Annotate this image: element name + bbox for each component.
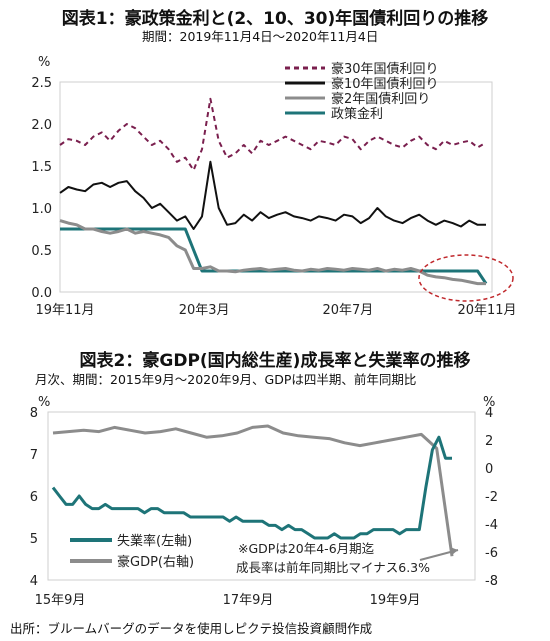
chart1-legend-label: 豪2年国債利回り [331, 91, 430, 107]
chart2-frame [47, 411, 476, 581]
chart1-y-tick: 1.5 [31, 160, 52, 175]
chart1-subtitle: 期間：2019年11月4日～2020年11月4日 [142, 29, 379, 44]
chart1-x-tick: 20年7月 [322, 303, 373, 318]
chart2-y-tick-right: 4 [485, 406, 493, 421]
chart1-x-tick: 19年11月 [35, 303, 94, 318]
chart2-title: 図表2：豪GDP(国内総生産)成長率と失業率の推移 [79, 351, 471, 371]
chart1-y-tick: 2.0 [31, 118, 52, 133]
chart2-annotation: 成長率は前年同期比マイナス6.3% [236, 560, 430, 575]
chart1-y-tick: 0.0 [31, 286, 52, 301]
source-note: 出所：ブルームバーグのデータを使用しピクテ投信投資顧問作成 [10, 621, 373, 636]
chart2-y-unit-right: % [483, 395, 495, 410]
chart2-y-tick-left: 6 [30, 490, 38, 505]
chart1-plot: % 0.0 0.5 1.0 1.5 2.0 2.5 19年11月 20年3月 20年7月 20年… [31, 55, 516, 318]
chart2-legend-label: 豪GDP(右軸) [117, 554, 194, 570]
chart1-y-unit: % [38, 55, 50, 70]
chart2-y-tick-left: 5 [30, 532, 38, 547]
chart2-y-unit-left: % [38, 395, 50, 410]
highlight-ellipse [418, 254, 514, 302]
chart2-annotation-arrowhead [450, 547, 458, 555]
chart2-y-tick-right: 0 [485, 462, 493, 477]
chart1-series-line [59, 219, 486, 286]
chart2-series-line [51, 435, 452, 540]
chart1-legend-label: 政策金利 [331, 106, 383, 122]
chart1-frame [59, 81, 493, 293]
chart2-series-line [52, 424, 454, 557]
chart1-x-tick: 20年3月 [179, 303, 230, 318]
chart2-y-tick-right: -2 [485, 490, 498, 505]
chart2-y-tick-right: -6 [485, 546, 498, 561]
chart1-x-tick: 20年11月 [457, 303, 516, 318]
chart2-legend-label: 失業率(左軸) [117, 533, 192, 549]
chart2-y-tick-right: -4 [485, 518, 498, 533]
chart2-y-tick-right: -8 [485, 574, 498, 589]
chart1-legend-label: 豪10年国債利回り [331, 76, 439, 92]
chart2-y-tick-left: 8 [30, 406, 38, 421]
chart2-x-tick: 19年9月 [370, 593, 421, 608]
chart2-x-tick: 15年9月 [35, 593, 86, 608]
chart1-title: 図表1：豪政策金利と(2、10、30)年国債利回りの推移 [61, 9, 489, 29]
chart1-legend-label: 豪30年国債利回り [331, 61, 439, 77]
chart1-y-tick: 2.5 [31, 76, 52, 91]
chart1-y-tick: 1.0 [31, 202, 52, 217]
chart1-series-line [59, 160, 486, 230]
chart2-subtitle: 月次、期間：2015年9月～2020年9月、GDPは四半期、前年同期比 [35, 372, 417, 387]
chart2-annotation: ※GDPは20年4-6月期迄 [238, 541, 375, 556]
chart2-y-tick-left: 7 [30, 448, 38, 463]
chart2-y-tick-left: 4 [30, 574, 38, 589]
chart2-x-tick: 17年9月 [223, 593, 274, 608]
chart1-y-tick: 0.5 [31, 244, 52, 259]
chart2-y-tick-right: 2 [485, 434, 493, 449]
